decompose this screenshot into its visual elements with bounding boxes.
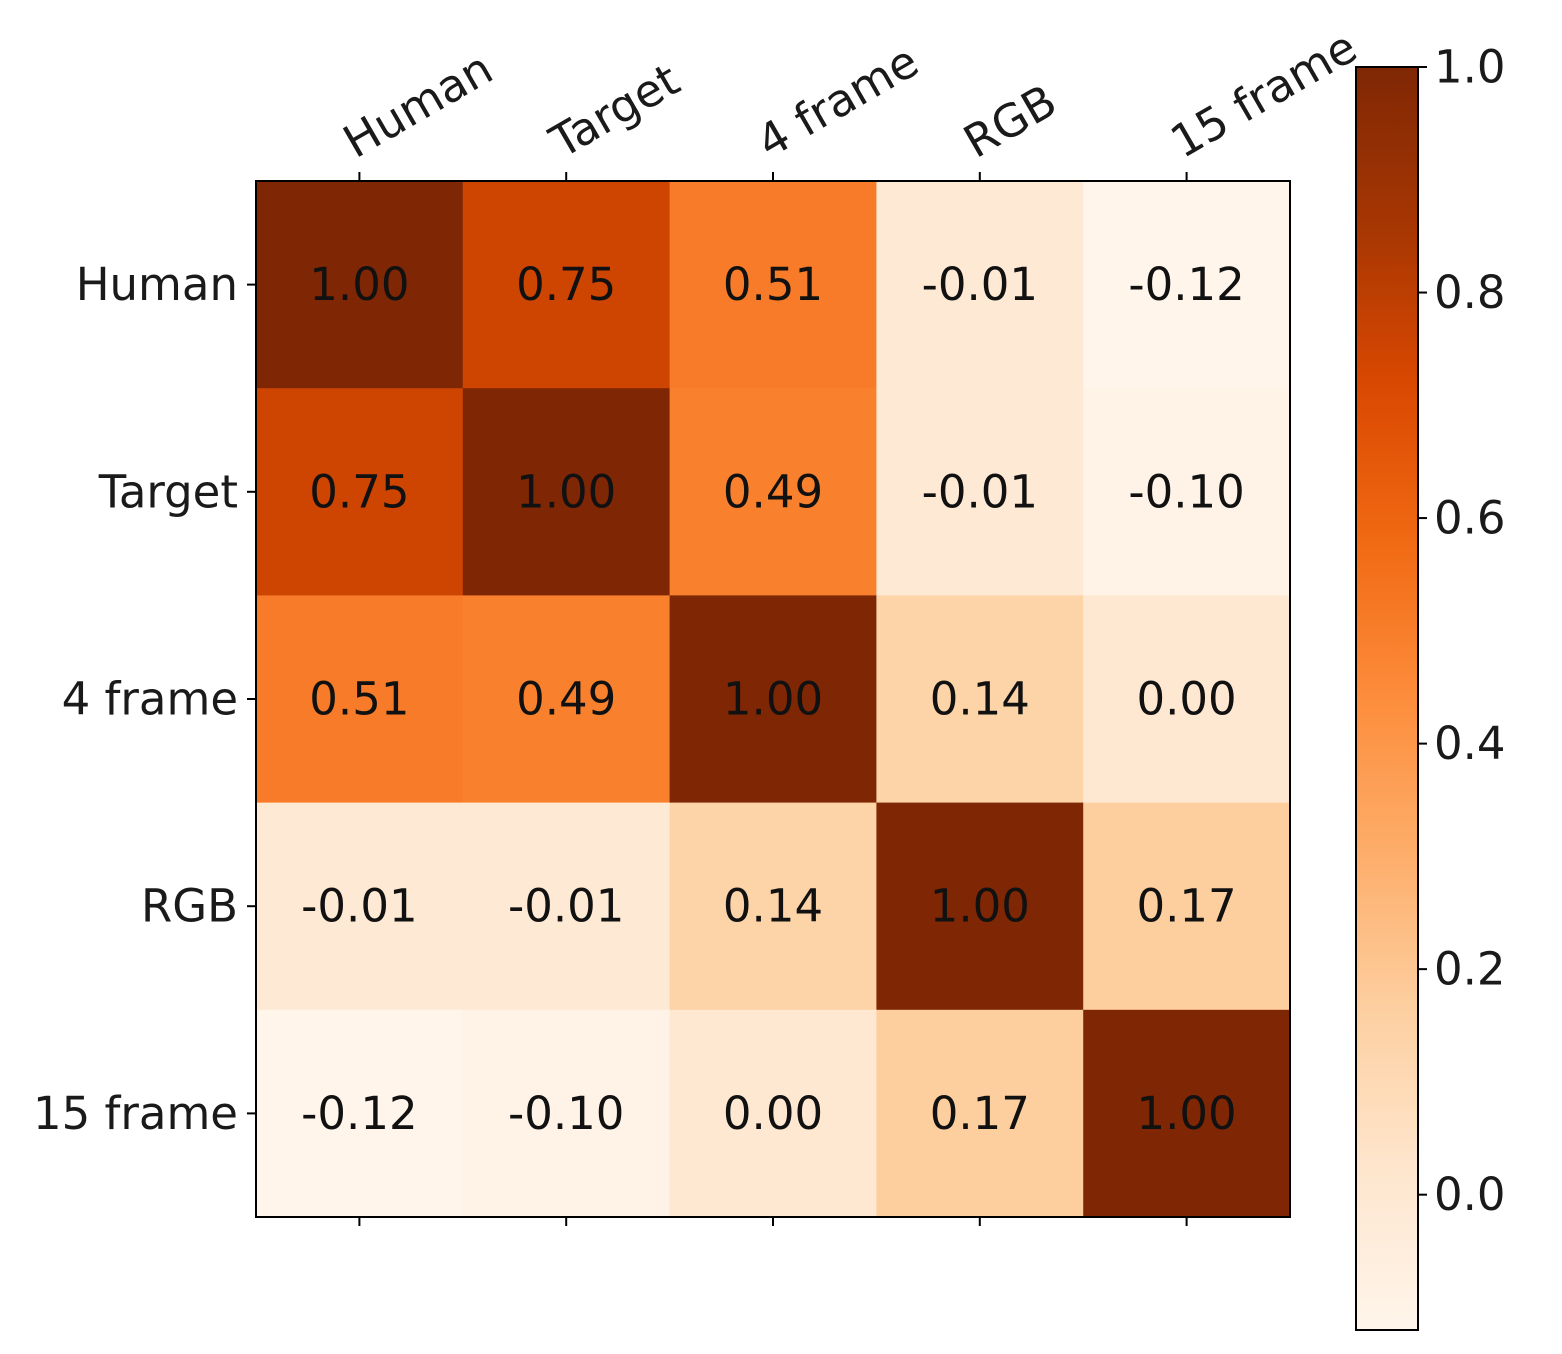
cell-value-label: -0.12 bbox=[1128, 258, 1244, 311]
heatmap-cell-2-2 bbox=[669, 595, 877, 804]
heatmap-cell-1-4 bbox=[1083, 388, 1291, 596]
cell-value-label: 1.00 bbox=[723, 673, 823, 726]
cell-value-label: 0.14 bbox=[930, 673, 1030, 726]
cell-value-label: -0.01 bbox=[301, 880, 417, 933]
colorbar-frame bbox=[1355, 66, 1419, 1331]
y-tick-label-human: Human bbox=[76, 258, 238, 311]
heatmap-cells: 1.00 0.75 0.51 -0.01 -0.12 0.75 1.00 0.49 -0.01 -… bbox=[256, 181, 1291, 1218]
cell-value-label: 0.49 bbox=[516, 673, 616, 726]
cell-value-label: 0.17 bbox=[930, 1087, 1030, 1140]
heatmap-cell-0-2 bbox=[669, 181, 877, 389]
heatmap-cell-0-0 bbox=[256, 181, 464, 389]
colorbar-tick-label: 1.0 bbox=[1434, 41, 1506, 94]
cell-value-label: 1.00 bbox=[516, 465, 616, 518]
y-tick-label-target: Target bbox=[98, 465, 238, 518]
heatmap-cell-2-0 bbox=[256, 595, 464, 804]
cell-value-label: 0.75 bbox=[309, 465, 409, 518]
y-tick-label-4-frame: 4 frame bbox=[62, 673, 238, 726]
x-tick-label-4-frame: 4 frame bbox=[748, 34, 927, 168]
colorbar-tick-label: 0.0 bbox=[1434, 1168, 1506, 1221]
heatmap-cell-1-1 bbox=[462, 388, 671, 596]
cell-value-label: -0.12 bbox=[301, 1087, 417, 1140]
heatmap-cell-4-1 bbox=[462, 1009, 671, 1218]
y-tick-label-rgb: RGB bbox=[141, 880, 238, 933]
cell-value-label: 0.51 bbox=[723, 258, 823, 311]
heatmap-cell-1-3 bbox=[876, 388, 1084, 596]
colorbar-tick-label: 0.8 bbox=[1434, 266, 1506, 319]
colorbar bbox=[1356, 67, 1418, 1330]
heatmap-cell-2-3 bbox=[876, 595, 1084, 804]
heatmap-cell-4-2 bbox=[669, 1009, 877, 1218]
cell-value-label: -0.10 bbox=[1128, 465, 1244, 518]
colorbar-tick-label: 0.2 bbox=[1434, 943, 1506, 996]
cell-value-label: -0.01 bbox=[922, 258, 1038, 311]
cell-value-label: -0.10 bbox=[508, 1087, 624, 1140]
x-tick-label-human: Human bbox=[334, 41, 501, 168]
cell-value-label: 0.17 bbox=[1136, 880, 1236, 933]
y-axis-ticks: Human Target 4 frame RGB 15 frame bbox=[33, 258, 256, 1140]
x-tick-label-rgb: RGB bbox=[955, 74, 1066, 168]
cell-value-label: -0.01 bbox=[922, 465, 1038, 518]
x-tick-label-target: Target bbox=[540, 53, 688, 169]
heatmap-cell-1-2 bbox=[669, 388, 877, 596]
heatmap-cell-2-4 bbox=[1083, 595, 1291, 804]
colorbar-ticks: 0.0 0.2 0.4 0.6 0.8 1.0 bbox=[1418, 41, 1506, 1221]
heatmap-cell-2-1 bbox=[462, 595, 671, 804]
cell-value-label: 0.00 bbox=[1136, 673, 1236, 726]
heatmap-cell-3-0 bbox=[256, 802, 464, 1011]
y-tick-label-15-frame: 15 frame bbox=[33, 1087, 238, 1140]
cell-value-label: 0.75 bbox=[516, 258, 616, 311]
cell-value-label: 0.14 bbox=[723, 880, 823, 933]
cell-value-label: 0.51 bbox=[309, 673, 409, 726]
heatmap-cell-4-3 bbox=[876, 1009, 1084, 1218]
heatmap-cell-0-1 bbox=[462, 181, 671, 389]
cell-value-label: 1.00 bbox=[930, 880, 1030, 933]
heatmap-cell-3-4 bbox=[1083, 802, 1291, 1011]
heatmap-cell-3-1 bbox=[462, 802, 671, 1011]
heatmap-cell-3-2 bbox=[669, 802, 877, 1011]
cell-value-label: 1.00 bbox=[309, 258, 409, 311]
cell-value-label: 1.00 bbox=[1136, 1087, 1236, 1140]
cell-value-label: 0.00 bbox=[723, 1087, 823, 1140]
heatmap-cell-4-0 bbox=[256, 1009, 464, 1218]
heatmap-cell-3-3 bbox=[876, 802, 1084, 1011]
cell-value-label: 0.49 bbox=[723, 465, 823, 518]
heatmap-cell-0-3 bbox=[876, 181, 1084, 389]
heatmap-cell-1-0 bbox=[256, 388, 464, 596]
x-tick-label-15-frame: 15 frame bbox=[1162, 20, 1366, 168]
colorbar-tick-label: 0.6 bbox=[1434, 492, 1506, 545]
heatmap-cell-4-4 bbox=[1083, 1009, 1291, 1218]
heatmap-cell-0-4 bbox=[1083, 181, 1291, 389]
cell-value-label: -0.01 bbox=[508, 880, 624, 933]
colorbar-tick-label: 0.4 bbox=[1434, 717, 1506, 770]
